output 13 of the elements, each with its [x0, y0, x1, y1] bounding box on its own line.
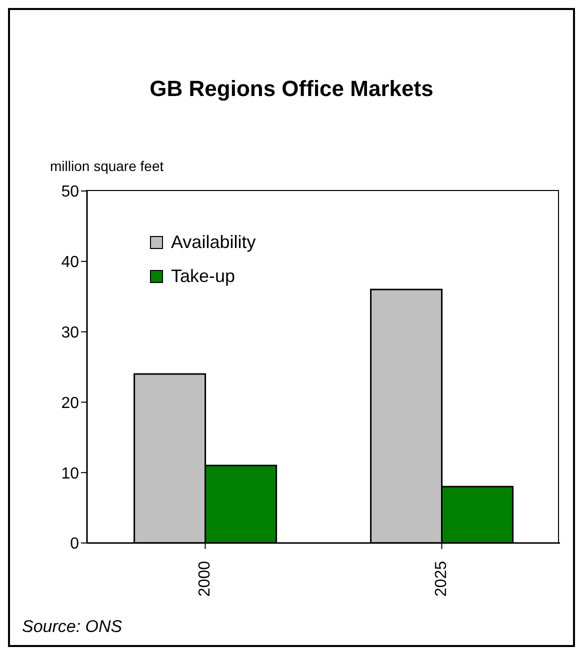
- y-tick-label: 30: [61, 324, 80, 342]
- x-tick-label: 2000: [196, 560, 214, 597]
- legend-label: Availability: [171, 231, 256, 254]
- y-tick-label: 50: [61, 184, 80, 201]
- y-axis-title: million square feet: [50, 158, 164, 174]
- y-tick-label: 10: [61, 465, 80, 482]
- chart-title: GB Regions Office Markets: [148, 76, 434, 102]
- source-note: Source: ONS: [22, 617, 122, 637]
- y-tick-label: 20: [61, 394, 80, 412]
- legend-label: Take-up: [171, 265, 236, 288]
- y-tick-label: 40: [61, 254, 80, 272]
- x-tick-label: 2025: [432, 560, 450, 597]
- y-tick-label: 0: [70, 536, 80, 553]
